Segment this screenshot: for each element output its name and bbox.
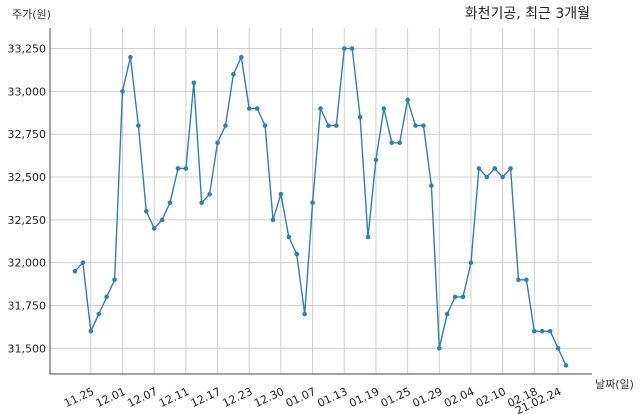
- y-tick-label: 32,750: [8, 128, 47, 141]
- data-point: [500, 174, 505, 180]
- data-point: [389, 140, 395, 146]
- data-point: [429, 183, 434, 188]
- data-point: [357, 114, 363, 120]
- data-point: [532, 328, 537, 334]
- data-point: [539, 328, 545, 334]
- data-point: [476, 166, 482, 171]
- data-point: [508, 166, 513, 171]
- data-point: [460, 294, 466, 300]
- x-tick-labels: 11.2512.0112.0712.1112.1712.2312.3001.07…: [62, 385, 563, 414]
- data-point: [120, 89, 125, 94]
- data-point: [207, 191, 212, 197]
- data-point: [254, 106, 260, 111]
- data-point: [199, 200, 205, 206]
- chart-title: 화천기공, 최근 3개월: [465, 6, 590, 22]
- x-tick-label: 01.07: [284, 385, 318, 410]
- data-point: [246, 106, 252, 111]
- grid-lines: [50, 28, 592, 374]
- y-tick-label: 32,500: [8, 171, 47, 184]
- data-point: [524, 277, 529, 283]
- data-point: [302, 311, 307, 317]
- data-point: [270, 217, 276, 223]
- data-point: [563, 363, 569, 368]
- x-tick-label: 12.17: [189, 385, 223, 410]
- x-tick-label: 12.07: [125, 385, 159, 410]
- data-point: [183, 166, 189, 171]
- x-tick-label: 01.19: [347, 385, 381, 410]
- data-point: [167, 200, 173, 206]
- data-point: [326, 123, 331, 128]
- data-point: [104, 294, 109, 300]
- data-point: [72, 268, 78, 274]
- data-point: [175, 166, 181, 171]
- x-tick-label: 01.13: [315, 385, 349, 410]
- data-point: [365, 234, 371, 240]
- data-point: [436, 346, 442, 351]
- data-point: [334, 123, 339, 128]
- data-point: [373, 157, 379, 163]
- data-point: [318, 106, 323, 111]
- x-axis-title: 날짜(일): [595, 377, 634, 391]
- axes: [49, 28, 592, 375]
- data-point: [349, 46, 355, 51]
- data-point: [88, 328, 94, 334]
- data-point: [159, 217, 165, 223]
- data-point: [239, 54, 244, 60]
- data-point: [286, 234, 292, 240]
- y-tick-label: 31,750: [8, 299, 47, 312]
- data-point: [516, 277, 521, 283]
- data-point: [262, 123, 268, 128]
- data-point: [341, 46, 347, 51]
- data-point: [468, 260, 474, 265]
- data-point: [231, 71, 236, 77]
- y-tick-labels: 31,500 31,750 32,000 32,250 32,500 32,750 33,0…: [8, 43, 47, 356]
- data-point: [397, 140, 402, 146]
- x-tick-label: 11.25: [62, 385, 96, 410]
- data-point: [452, 294, 458, 300]
- data-point: [444, 311, 450, 317]
- data-point: [151, 226, 157, 231]
- data-point: [96, 311, 102, 317]
- data-point: [278, 191, 284, 197]
- data-point: [80, 260, 86, 265]
- y-tick-label: 33,250: [8, 43, 47, 56]
- data-point: [136, 123, 141, 128]
- y-tick-label: 33,000: [8, 85, 47, 98]
- data-point: [143, 208, 149, 214]
- y-tick-label: 31,500: [8, 342, 47, 355]
- x-tick-label: 12.11: [157, 385, 191, 410]
- x-tick-label: 12.30: [252, 385, 286, 410]
- data-point: [128, 54, 133, 60]
- data-point: [215, 140, 220, 146]
- data-point: [191, 80, 197, 86]
- y-tick-label: 32,000: [8, 257, 47, 270]
- data-point: [421, 123, 426, 128]
- data-point: [492, 166, 498, 171]
- x-tick-label: 02.10: [474, 385, 508, 410]
- data-point: [223, 123, 228, 128]
- data-point: [310, 200, 315, 206]
- data-point: [294, 251, 300, 257]
- data-point: [484, 174, 490, 180]
- data-point: [555, 346, 561, 351]
- series-line: [74, 47, 567, 366]
- data-point: [413, 123, 418, 128]
- data-point: [381, 106, 387, 111]
- y-tick-label: 32,250: [8, 214, 47, 227]
- y-axis-title: 주가(원): [12, 8, 51, 21]
- x-tick-label: 12.01: [94, 385, 128, 410]
- price-series: [72, 46, 569, 368]
- x-tick-label: 01.25: [379, 385, 413, 410]
- data-point: [547, 328, 553, 334]
- x-tick-label: 01.29: [411, 385, 445, 410]
- x-tick-label: 12.23: [220, 385, 254, 410]
- data-point: [405, 97, 410, 103]
- x-tick-label: 02.04: [442, 385, 476, 410]
- data-point: [112, 277, 117, 283]
